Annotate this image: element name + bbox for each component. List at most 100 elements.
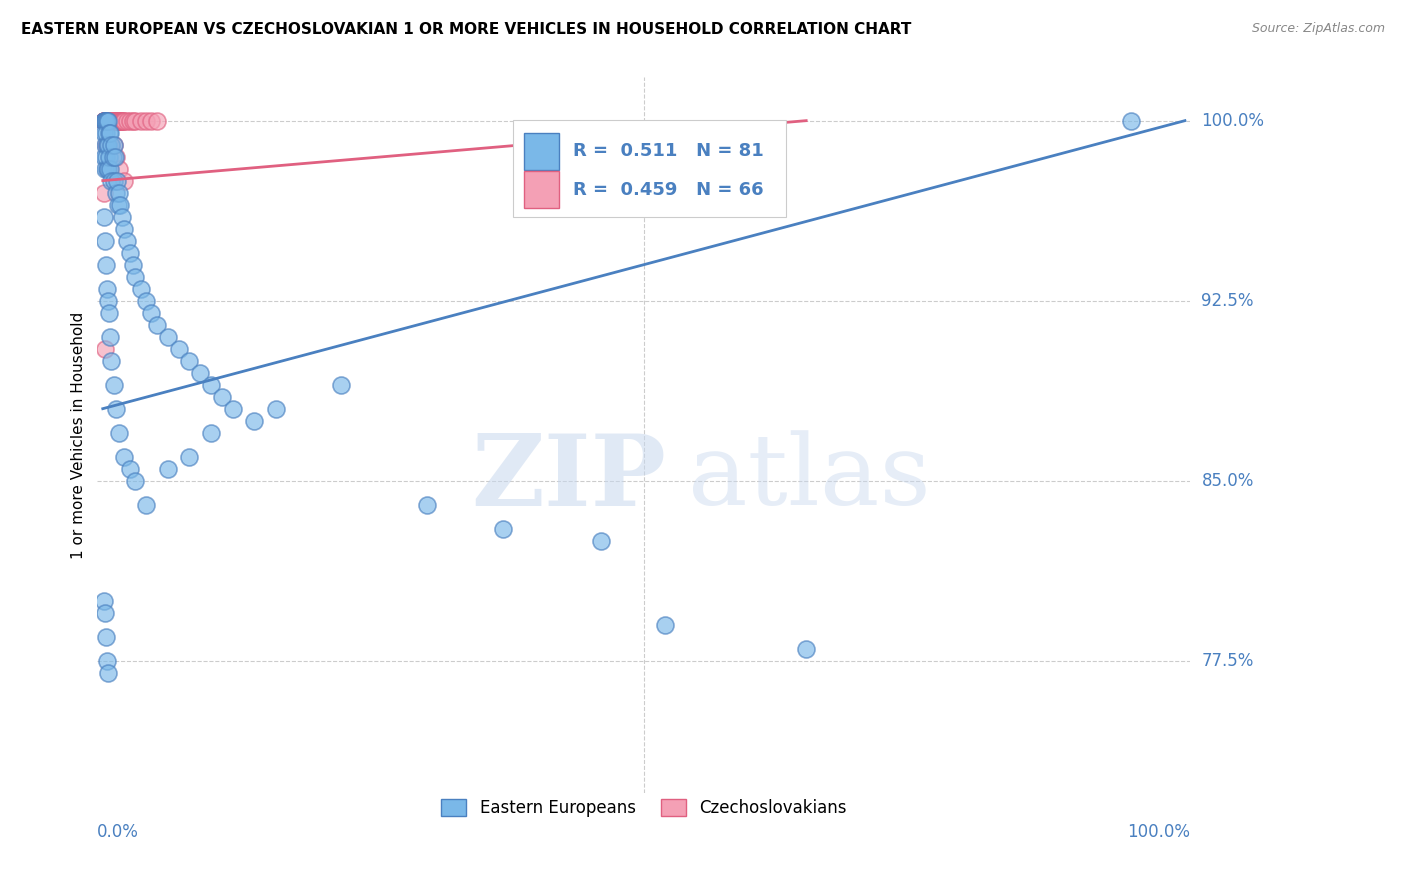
Point: [146, 113, 169, 128]
Point: [108, 186, 131, 200]
Text: 100.0%: 100.0%: [1128, 823, 1191, 841]
Point: [416, 498, 439, 512]
Point: [94, 113, 117, 128]
Point: [98, 137, 121, 152]
Text: ZIP: ZIP: [471, 430, 665, 526]
Point: [97, 137, 120, 152]
Point: [93, 113, 115, 128]
Point: [100, 353, 122, 368]
Point: [211, 390, 233, 404]
Point: [97, 137, 120, 152]
Point: [135, 498, 157, 512]
Point: [93, 113, 115, 128]
Point: [96, 113, 118, 128]
Point: [101, 113, 124, 128]
Point: [94, 113, 117, 128]
Point: [93, 113, 115, 128]
Point: [112, 450, 135, 464]
Point: [93, 593, 115, 607]
Point: [124, 113, 146, 128]
Point: [167, 342, 190, 356]
Point: [93, 186, 115, 200]
Point: [118, 113, 141, 128]
Point: [94, 113, 117, 128]
Text: 77.5%: 77.5%: [1202, 652, 1254, 670]
Point: [93, 113, 115, 128]
Point: [94, 113, 117, 128]
Point: [94, 258, 117, 272]
Point: [98, 329, 121, 343]
Point: [93, 150, 115, 164]
Point: [98, 113, 121, 128]
Point: [96, 113, 118, 128]
Point: [103, 137, 125, 152]
Legend: Eastern Europeans, Czechoslovakians: Eastern Europeans, Czechoslovakians: [434, 792, 853, 824]
Point: [589, 533, 612, 548]
Text: EASTERN EUROPEAN VS CZECHOSLOVAKIAN 1 OR MORE VEHICLES IN HOUSEHOLD CORRELATION : EASTERN EUROPEAN VS CZECHOSLOVAKIAN 1 OR…: [21, 22, 911, 37]
Point: [112, 221, 135, 235]
Point: [98, 113, 121, 128]
Point: [96, 161, 118, 176]
Point: [108, 197, 131, 211]
Point: [107, 113, 129, 128]
Point: [96, 113, 118, 128]
FancyBboxPatch shape: [523, 133, 558, 169]
Point: [94, 137, 117, 152]
Point: [97, 113, 120, 128]
Text: atlas: atlas: [688, 430, 931, 526]
Point: [94, 113, 117, 128]
Point: [156, 461, 179, 475]
Point: [104, 150, 127, 164]
Point: [103, 174, 125, 188]
Point: [101, 113, 124, 128]
Point: [115, 234, 138, 248]
Point: [97, 113, 120, 128]
Point: [94, 342, 117, 356]
Point: [98, 126, 121, 140]
Point: [103, 137, 125, 152]
Text: R =  0.459   N = 66: R = 0.459 N = 66: [572, 181, 763, 199]
Point: [112, 113, 135, 128]
Point: [104, 113, 127, 128]
Point: [98, 137, 121, 152]
Point: [100, 113, 122, 128]
Point: [104, 401, 127, 416]
Point: [96, 113, 118, 128]
Point: [96, 137, 118, 152]
Point: [110, 113, 132, 128]
FancyBboxPatch shape: [523, 171, 558, 209]
Point: [94, 150, 117, 164]
Point: [98, 150, 121, 164]
Point: [97, 293, 120, 308]
Point: [243, 414, 266, 428]
Point: [1119, 113, 1142, 128]
FancyBboxPatch shape: [513, 120, 786, 217]
Text: 0.0%: 0.0%: [97, 823, 139, 841]
Text: 92.5%: 92.5%: [1202, 292, 1254, 310]
Point: [94, 630, 117, 644]
Point: [104, 186, 127, 200]
Point: [98, 126, 121, 140]
Text: 100.0%: 100.0%: [1202, 112, 1264, 129]
Point: [94, 113, 117, 128]
Point: [94, 234, 117, 248]
Point: [112, 174, 135, 188]
Point: [94, 137, 117, 152]
Point: [200, 377, 222, 392]
Point: [94, 126, 117, 140]
Point: [93, 210, 115, 224]
Point: [94, 606, 117, 620]
Point: [179, 353, 201, 368]
Point: [97, 113, 120, 128]
Point: [135, 113, 157, 128]
Point: [96, 113, 118, 128]
Point: [492, 522, 515, 536]
Point: [97, 161, 120, 176]
Point: [96, 282, 118, 296]
Point: [124, 474, 146, 488]
Point: [94, 113, 117, 128]
Text: 85.0%: 85.0%: [1202, 472, 1254, 490]
Text: Source: ZipAtlas.com: Source: ZipAtlas.com: [1251, 22, 1385, 36]
Point: [329, 377, 352, 392]
Point: [93, 113, 115, 128]
